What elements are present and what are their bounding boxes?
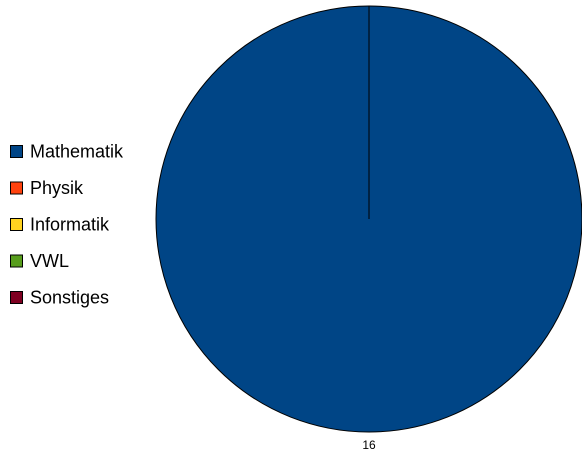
pie-data-labels: 16 bbox=[362, 438, 376, 452]
legend-swatch-physik bbox=[10, 181, 23, 195]
legend-swatch-informatik bbox=[10, 218, 23, 231]
legend-label-mathematik: Mathematik bbox=[30, 142, 124, 162]
legend-entry-sonstiges: Sonstiges bbox=[10, 288, 109, 308]
legend-label-informatik: Informatik bbox=[30, 215, 110, 235]
legend-entry-mathematik: Mathematik bbox=[10, 142, 124, 162]
legend-entry-physik: Physik bbox=[10, 178, 84, 198]
pie-slices bbox=[155, 5, 582, 433]
legend-swatch-mathematik bbox=[10, 145, 23, 158]
legend: Mathematik Physik Informatik VWL Sonstiges bbox=[10, 142, 124, 308]
legend-label-sonstiges: Sonstiges bbox=[30, 288, 109, 308]
legend-swatch-vwl bbox=[10, 254, 23, 268]
legend-label-vwl: VWL bbox=[30, 251, 69, 271]
legend-label-physik: Physik bbox=[30, 178, 84, 198]
legend-swatch-sonstiges bbox=[10, 291, 23, 304]
data-label-mathematik: 16 bbox=[362, 438, 376, 452]
legend-entry-informatik: Informatik bbox=[10, 215, 110, 235]
legend-entry-vwl: VWL bbox=[10, 251, 69, 271]
